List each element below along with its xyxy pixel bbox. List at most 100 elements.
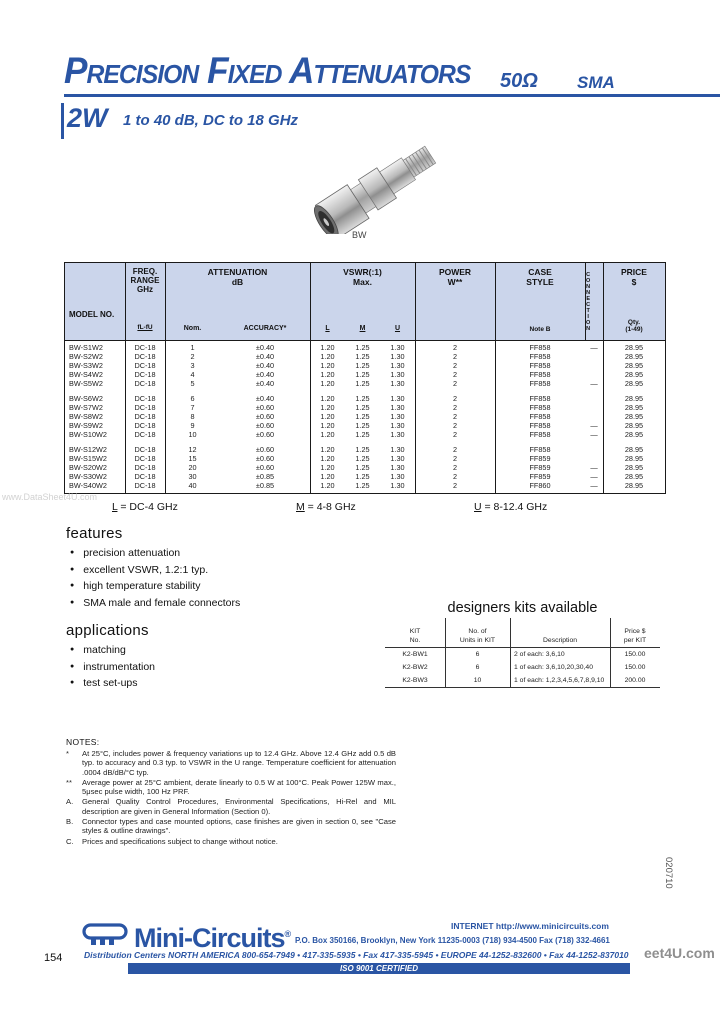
note-text: Connector types and case mounted options… (82, 817, 396, 836)
connector-type-label: SMA (577, 73, 615, 92)
cell-freq: DC-18 (134, 379, 156, 388)
col-header-case-note: Note B (529, 326, 551, 333)
cell-case-style: FF858 (529, 352, 551, 361)
cell-nom: 30 (188, 472, 197, 481)
cell-case-style: FF859 (529, 472, 551, 481)
cell-power: 2 (452, 454, 458, 463)
col-header-vswr-u: U (394, 325, 401, 332)
logo-icon (82, 923, 128, 945)
cell-accuracy: ±0.60 (255, 454, 275, 463)
logo-text: Mini-Circuits® (134, 923, 291, 953)
legend-u: U = 8-12.4 GHz (474, 501, 548, 513)
cell-kit-desc: 1 of each: 1,2,3,4,5,6,7,8,9,10 (514, 677, 605, 684)
col-header-case-style: CASE STYLE (526, 267, 554, 287)
list-item-label: instrumentation (83, 660, 156, 673)
cell-accuracy: ±0.40 (255, 361, 275, 370)
table-row: BW-S3W2 DC-18 3 ±0.40 1.20 1.25 1.30 2 F… (65, 361, 665, 370)
cell-freq: DC-18 (134, 454, 156, 463)
list-item: ● excellent VSWR, 1.2:1 typ. (70, 564, 240, 576)
cell-vswr-l: 1.20 (320, 412, 335, 421)
cell-freq: DC-18 (134, 352, 156, 361)
cell-vswr-l: 1.20 (320, 403, 335, 412)
cell-freq: DC-18 (134, 403, 156, 412)
cell-power: 2 (452, 370, 458, 379)
cell-kit-no: K2-BW2 (402, 664, 428, 671)
cell-accuracy: ±0.40 (255, 370, 275, 379)
col-header-freq-sub: fL-fU (137, 324, 153, 331)
cell-kit-desc: 2 of each: 3,6,10 (514, 651, 565, 658)
product-photo (295, 134, 475, 240)
table-row: BW-S9W2 DC-18 9 ±0.60 1.20 1.25 1.30 2 F… (65, 421, 665, 430)
cell-price: 28.95 (624, 343, 644, 352)
cell-freq: DC-18 (134, 463, 156, 472)
cell-kit-units: 10 (473, 677, 482, 684)
cell-vswr-u: 1.30 (390, 343, 405, 352)
cell-freq: DC-18 (134, 361, 156, 370)
cell-case-style: FF858 (529, 394, 551, 403)
cell-connection: — (590, 430, 598, 439)
cell-model: BW-S30W2 (69, 472, 107, 481)
cell-price: 28.95 (624, 370, 644, 379)
list-item-label: high temperature stability (83, 580, 201, 592)
cell-nom: 3 (190, 361, 195, 370)
cell-nom: 10 (188, 430, 197, 439)
kits-table: KIT No. No. of Units in KIT Description … (385, 618, 660, 688)
cell-vswr-u: 1.30 (390, 412, 405, 421)
cell-price: 28.95 (624, 472, 644, 481)
cell-price: 28.95 (624, 445, 644, 454)
cell-accuracy: ±0.85 (255, 472, 275, 481)
note-item: * At 25°C, includes power & frequency va… (66, 749, 396, 777)
cell-power: 2 (452, 421, 458, 430)
kit-row: K2-BW1 6 2 of each: 3,6,10 150.00 (385, 648, 660, 661)
cell-freq: DC-18 (134, 343, 156, 352)
cell-vswr-m: 1.25 (355, 343, 370, 352)
cell-price: 28.95 (624, 421, 644, 430)
cell-model: BW-S10W2 (69, 430, 107, 439)
cell-nom: 5 (190, 379, 195, 388)
page-title: Precision Fixed Attenuators (64, 50, 471, 91)
list-item-label: matching (83, 644, 126, 656)
impedance-label: 50Ω (500, 70, 538, 92)
spec-table-body: BW-S1W2 DC-18 1 ±0.40 1.20 1.25 1.30 2 F… (65, 341, 665, 493)
cell-accuracy: ±0.60 (255, 463, 275, 472)
cell-price: 28.95 (624, 412, 644, 421)
cell-vswr-m: 1.25 (355, 412, 370, 421)
cell-vswr-m: 1.25 (355, 379, 370, 388)
cell-accuracy: ±0.40 (255, 352, 275, 361)
cell-vswr-l: 1.20 (320, 454, 335, 463)
cell-vswr-l: 1.20 (320, 430, 335, 439)
kit-col-no: KIT No. (409, 628, 421, 644)
table-row: BW-S30W2 DC-18 30 ±0.85 1.20 1.25 1.30 2… (65, 472, 665, 481)
cell-case-style: FF858 (529, 379, 551, 388)
cell-vswr-l: 1.20 (320, 481, 335, 490)
bullet-icon: ● (70, 662, 75, 670)
list-item: ● instrumentation (70, 661, 155, 673)
cell-kit-price: 150.00 (624, 664, 646, 671)
iso-certified-bar: ISO 9001 CERTIFIED (128, 963, 630, 974)
kit-col-price: Price $ per KIT (623, 628, 647, 644)
power-rating-heading: 2W (67, 103, 108, 133)
cell-vswr-u: 1.30 (390, 472, 405, 481)
cell-vswr-u: 1.30 (390, 430, 405, 439)
col-header-price: PRICE $ (621, 267, 647, 287)
cell-power: 2 (452, 412, 458, 421)
table-row: BW-S7W2 DC-18 7 ±0.60 1.20 1.25 1.30 2 F… (65, 403, 665, 412)
table-row: BW-S2W2 DC-18 2 ±0.40 1.20 1.25 1.30 2 F… (65, 352, 665, 361)
cell-model: BW-S4W2 (69, 370, 103, 379)
cell-kit-no: K2-BW3 (402, 677, 428, 684)
cell-kit-units: 6 (475, 651, 480, 658)
cell-vswr-u: 1.30 (390, 379, 405, 388)
footer-internet-url[interactable]: INTERNET http://www.minicircuits.com (451, 921, 609, 931)
note-label: B. (66, 817, 74, 827)
table-row: BW-S8W2 DC-18 8 ±0.60 1.20 1.25 1.30 2 F… (65, 412, 665, 421)
cell-connection: — (590, 421, 598, 430)
accent-bar (61, 103, 64, 139)
sma-connector-illustration (313, 145, 437, 240)
cell-price: 28.95 (624, 463, 644, 472)
cell-vswr-l: 1.20 (320, 379, 335, 388)
cell-vswr-m: 1.25 (355, 370, 370, 379)
cell-vswr-u: 1.30 (390, 394, 405, 403)
cell-case-style: FF858 (529, 370, 551, 379)
note-text: Prices and specifications subject to cha… (82, 836, 278, 846)
